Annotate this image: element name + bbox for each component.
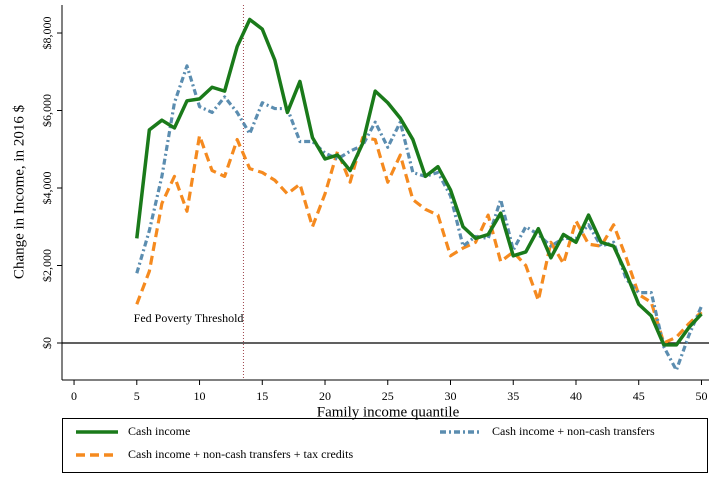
legend-label: Cash income bbox=[128, 424, 190, 438]
x-tick-label: 0 bbox=[71, 389, 77, 403]
y-axis-title: Change in Income, in 2016 $ bbox=[11, 104, 27, 279]
series-line bbox=[135, 134, 703, 345]
x-tick-label: 25 bbox=[382, 389, 394, 403]
x-tick-label: 45 bbox=[633, 389, 645, 403]
y-tick-label: $4,000 bbox=[40, 172, 54, 205]
x-tick-label: 10 bbox=[194, 389, 206, 403]
legend-label: Cash income + non-cash transfers bbox=[492, 424, 655, 438]
x-tick-label: 20 bbox=[319, 389, 331, 403]
x-tick-label: 35 bbox=[507, 389, 519, 403]
y-tick-label: $2,000 bbox=[40, 249, 54, 282]
y-tick-label: $0 bbox=[40, 337, 54, 349]
y-tick-label: $8,000 bbox=[40, 17, 54, 50]
x-axis-title: Family income quantile bbox=[317, 404, 460, 420]
legend-label: Cash income + non-cash transfers + tax c… bbox=[128, 447, 353, 461]
annotation-label: Fed Poverty Threshold bbox=[134, 311, 244, 325]
x-tick-label: 5 bbox=[134, 389, 140, 403]
legend-box bbox=[62, 418, 708, 473]
x-tick-label: 50 bbox=[695, 389, 707, 403]
x-tick-label: 30 bbox=[445, 389, 457, 403]
y-tick-label: $6,000 bbox=[40, 94, 54, 127]
x-tick-label: 40 bbox=[570, 389, 582, 403]
x-tick-label: 15 bbox=[256, 389, 268, 403]
series-line bbox=[135, 17, 703, 347]
